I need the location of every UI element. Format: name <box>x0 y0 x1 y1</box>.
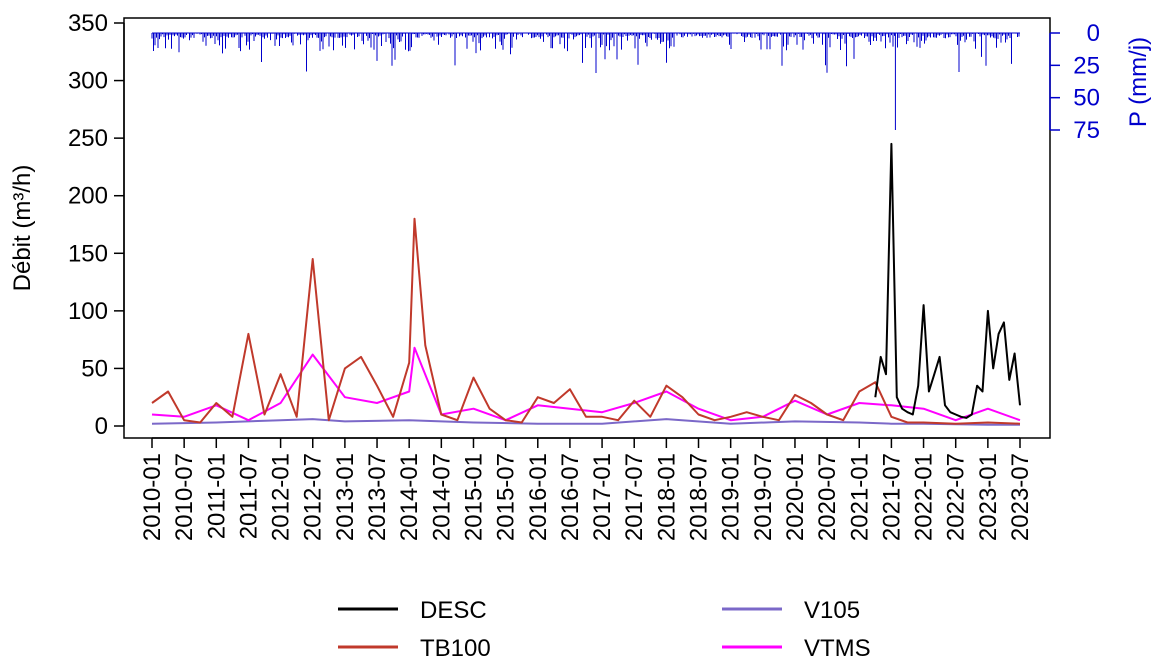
x-tick-label: 2018-01 <box>653 453 680 541</box>
legend-label-desc: DESC <box>420 597 487 624</box>
y-tick-label: 200 <box>68 183 108 210</box>
series-line-vtms <box>151 346 1021 422</box>
x-axis: 2010-01 2010-07 2011-01 2011-07 2012-01 2012-… <box>139 437 1034 541</box>
y2-axis-label: P (mm/j) <box>1125 37 1152 127</box>
x-tick-label: 2016-01 <box>525 453 552 541</box>
x-tick-label: 2012-07 <box>300 453 327 541</box>
x-tick-label: 2020-07 <box>814 453 841 541</box>
x-tick-label: 2015-01 <box>460 453 487 541</box>
x-tick-label: 2015-07 <box>493 453 520 541</box>
plot-frame <box>123 17 1051 439</box>
y-tick-label: 50 <box>81 355 108 382</box>
precip-bars <box>151 32 1020 130</box>
x-tick-label: 2017-01 <box>589 453 616 541</box>
x-tick-label: 2010-07 <box>171 453 198 541</box>
series-line-v105 <box>151 418 1020 426</box>
x-tick-label: 2012-01 <box>268 453 295 541</box>
y2-axis: 0 25 50 75 <box>1049 20 1100 144</box>
y-tick-label: 0 <box>95 413 108 440</box>
y-tick-label: 300 <box>68 68 108 95</box>
legend-label-vtms: VTMS <box>804 635 871 662</box>
x-tick-label: 2019-01 <box>718 453 745 541</box>
y2-tick-label: 50 <box>1073 85 1100 112</box>
x-tick-label: 2017-07 <box>621 453 648 541</box>
x-tick-label: 2019-07 <box>750 453 777 541</box>
x-tick-label: 2021-07 <box>878 453 905 541</box>
y2-tick-label: 25 <box>1073 52 1100 79</box>
flow-series <box>151 142 1021 426</box>
x-tick-label: 2011-01 <box>203 453 230 539</box>
legend: DESC TB100 V105 VTMS <box>338 597 871 662</box>
x-tick-label: 2021-01 <box>846 453 873 541</box>
x-tick-label: 2013-07 <box>364 453 391 541</box>
x-tick-label: 2023-07 <box>1007 453 1034 541</box>
x-tick-label: 2014-01 <box>396 453 423 541</box>
x-tick-label: 2018-07 <box>686 453 713 541</box>
x-tick-label: 2010-01 <box>139 453 166 541</box>
y-axis: 0 50 100 150 200 250 300 350 <box>68 10 125 440</box>
legend-label-v105: V105 <box>804 597 860 624</box>
precip-series <box>151 32 1020 130</box>
y2-tick-label: 0 <box>1087 20 1100 47</box>
x-tick-label: 2022-01 <box>911 453 938 541</box>
y-tick-label: 100 <box>68 298 108 325</box>
series-line-tb100 <box>151 217 1021 425</box>
y-axis-label: Débit (m³/h) <box>9 165 36 292</box>
series-line-desc <box>874 142 1021 419</box>
x-tick-label: 2013-01 <box>332 453 359 541</box>
x-tick-label: 2014-07 <box>428 453 455 541</box>
y-tick-label: 250 <box>68 125 108 152</box>
y-tick-label: 150 <box>68 240 108 267</box>
y-tick-label: 350 <box>68 10 108 37</box>
x-tick-label: 2022-07 <box>943 453 970 541</box>
x-tick-label: 2023-01 <box>975 453 1002 541</box>
legend-label-tb100: TB100 <box>420 635 491 662</box>
x-tick-label: 2016-07 <box>557 453 584 541</box>
y2-tick-label: 75 <box>1073 117 1100 144</box>
x-tick-label: 2020-01 <box>782 453 809 541</box>
x-tick-label: 2011-07 <box>235 453 262 539</box>
